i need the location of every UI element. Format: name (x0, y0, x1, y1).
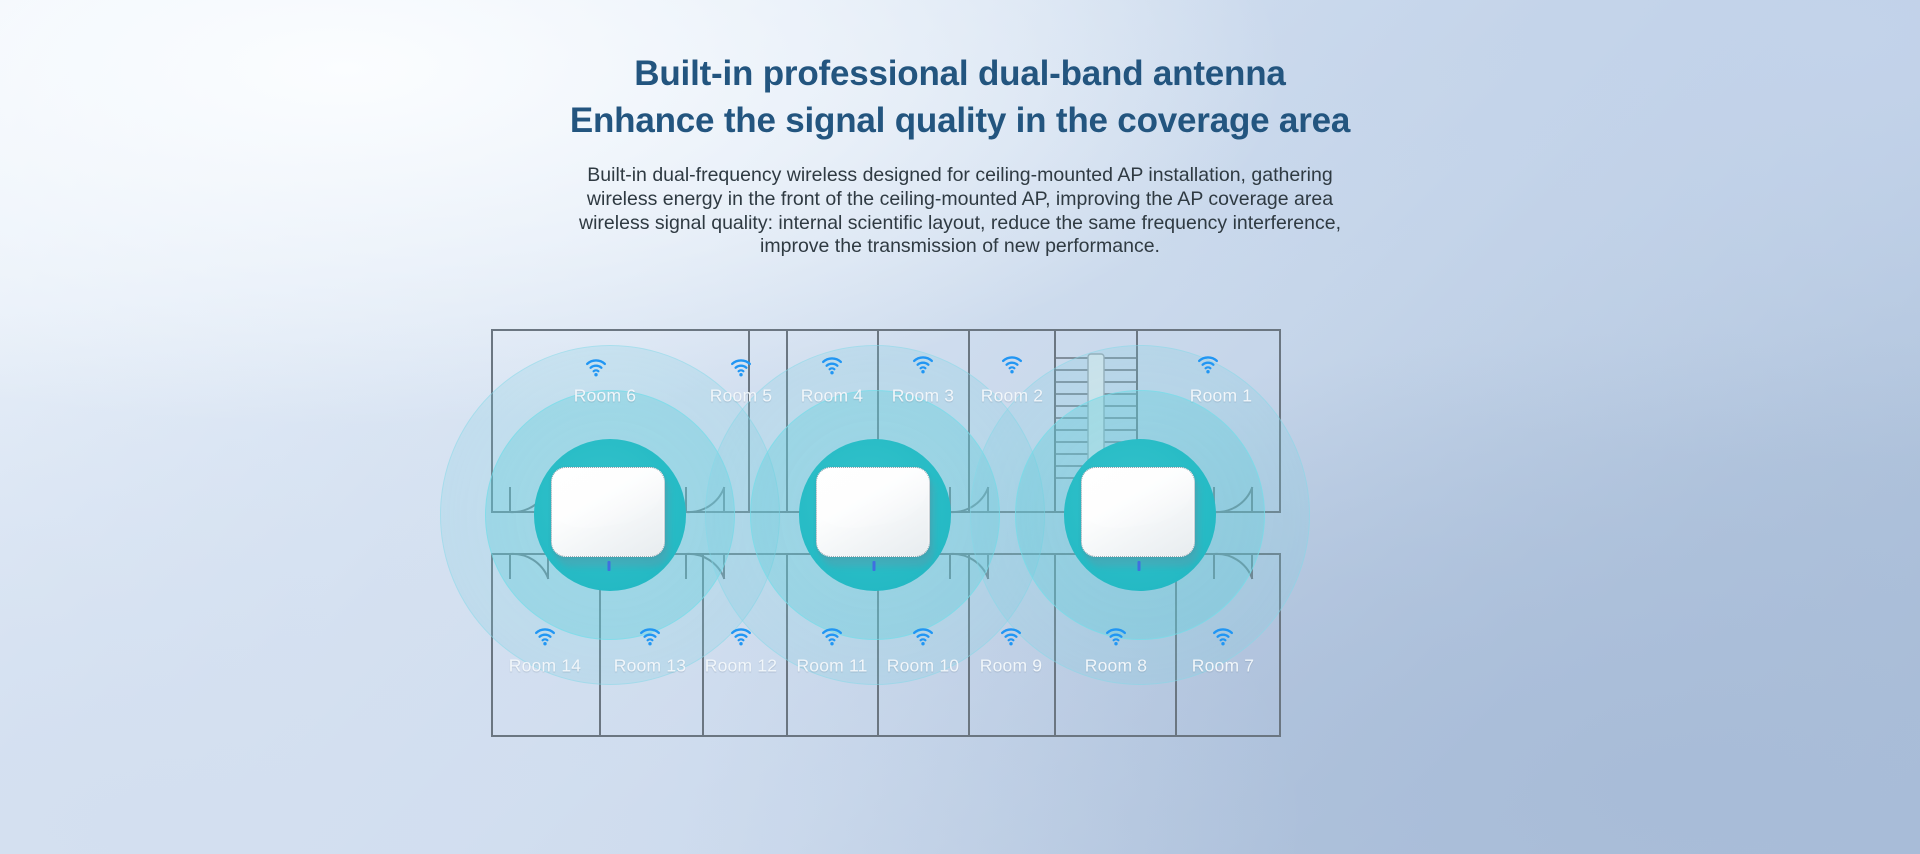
page-subtitle: Built-in dual-frequency wireless designe… (579, 164, 1341, 258)
hero-section: Built-in professional dual-band antenna … (0, 0, 1920, 259)
floor-plan-walls (490, 328, 1450, 788)
page-title-line-1: Built-in professional dual-band antenna (634, 54, 1286, 93)
page-title-line-2: Enhance the signal quality in the covera… (569, 101, 1351, 140)
floor-plan-coverage-diagram: Room 6 Room 5 Room 4 Room 3 Room 2 Room 1 Room… (440, 328, 1450, 788)
title-block: Built-in professional dual-band antenna … (0, 0, 1920, 259)
